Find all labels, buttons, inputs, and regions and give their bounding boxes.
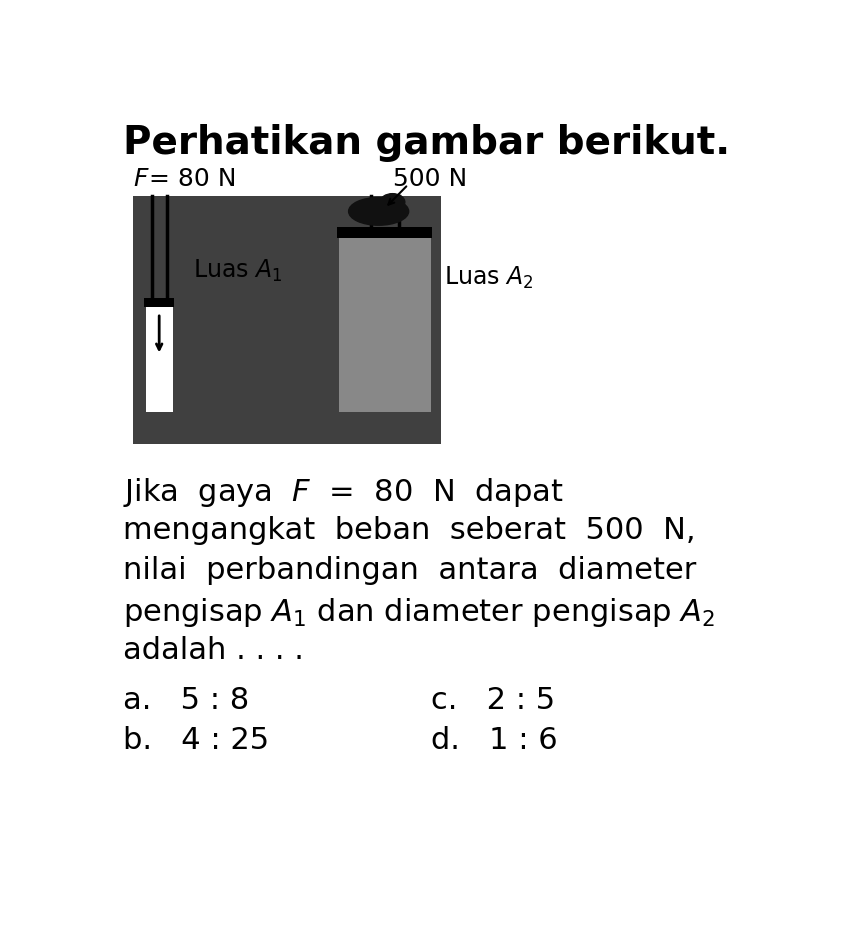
Bar bbox=[146, 304, 173, 412]
Text: b.   4 : 25: b. 4 : 25 bbox=[124, 726, 270, 755]
Ellipse shape bbox=[349, 197, 409, 226]
Text: d.   1 : 6: d. 1 : 6 bbox=[431, 726, 558, 755]
Text: 500 N: 500 N bbox=[393, 166, 467, 191]
Text: pengisap $A_1$ dan diameter pengisap $A_2$: pengisap $A_1$ dan diameter pengisap $A_… bbox=[124, 596, 716, 630]
Text: Luas $A_1$: Luas $A_1$ bbox=[192, 258, 282, 284]
Text: = 80 N: = 80 N bbox=[149, 166, 236, 191]
Bar bbox=[339, 239, 430, 412]
Text: a.   5 : 8: a. 5 : 8 bbox=[124, 685, 250, 714]
Text: Luas $A_2$: Luas $A_2$ bbox=[444, 265, 533, 291]
Bar bbox=[132, 196, 441, 444]
Text: adalah . . . .: adalah . . . . bbox=[124, 636, 304, 666]
Bar bbox=[144, 298, 174, 306]
Text: Perhatikan gambar berikut.: Perhatikan gambar berikut. bbox=[124, 124, 730, 163]
Text: mengangkat  beban  seberat  500  N,: mengangkat beban seberat 500 N, bbox=[124, 516, 696, 545]
Text: c.   2 : 5: c. 2 : 5 bbox=[431, 685, 556, 714]
Text: nilai  perbandingan  antara  diameter: nilai perbandingan antara diameter bbox=[124, 556, 697, 586]
Text: Jika  gaya  $F$  =  80  N  dapat: Jika gaya $F$ = 80 N dapat bbox=[124, 477, 564, 509]
Bar bbox=[338, 227, 432, 238]
Ellipse shape bbox=[381, 194, 405, 211]
Text: $F$: $F$ bbox=[132, 166, 149, 191]
